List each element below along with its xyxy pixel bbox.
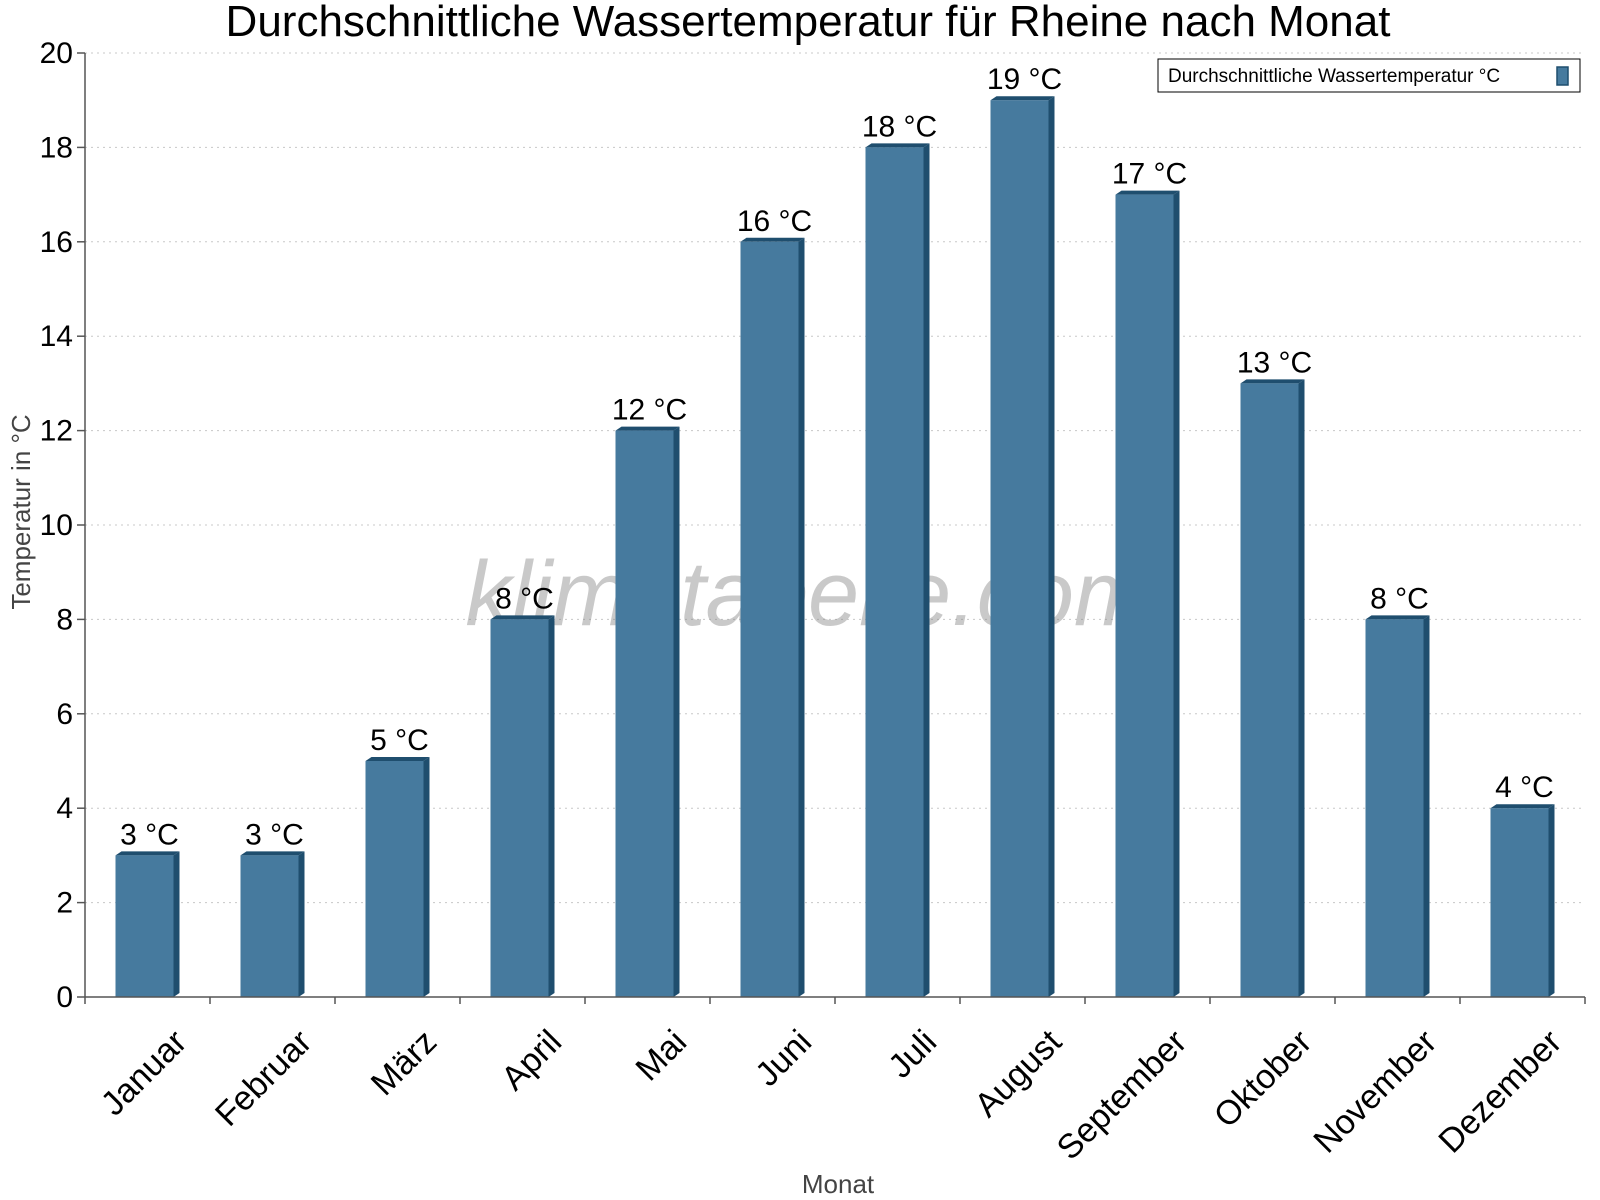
bar: [990, 96, 1055, 997]
x-tick-label: Juni: [748, 1023, 819, 1094]
data-label: 8 °C: [495, 582, 554, 615]
y-tick-label: 8: [56, 603, 73, 636]
x-tick-label: Mai: [629, 1023, 695, 1089]
x-tick-label: November: [1306, 1023, 1444, 1161]
bar-front: [1115, 194, 1174, 998]
data-label: 12 °C: [612, 394, 687, 427]
bar-top: [1365, 615, 1430, 620]
bar-top: [1240, 379, 1305, 384]
y-tick-label: 16: [40, 226, 73, 259]
bar-top: [240, 851, 305, 856]
y-tick-labels: 0 2 4 6 8 10 12 14 16 18 20: [40, 37, 73, 1014]
bar-front: [115, 855, 174, 997]
y-tick-label: 2: [56, 887, 73, 920]
bar-front: [1365, 619, 1424, 997]
bar-top: [990, 96, 1055, 101]
x-tick-label: Februar: [208, 1023, 319, 1134]
x-tick-label: September: [1050, 1023, 1194, 1167]
bar-top: [1115, 190, 1180, 195]
y-tick-label: 14: [40, 320, 73, 353]
y-tick-label: 20: [40, 37, 73, 70]
bar-front: [990, 100, 1049, 997]
bar: [865, 143, 930, 997]
bar-side: [798, 237, 805, 998]
chart-title: Durchschnittliche Wassertemperatur für R…: [226, 0, 1391, 46]
y-tick-label: 18: [40, 131, 73, 164]
legend: Durchschnittliche Wassertemperatur °C: [1157, 58, 1581, 93]
bar: [490, 615, 555, 997]
bar-side: [1423, 615, 1430, 997]
bar-front: [240, 855, 299, 997]
legend-swatch: [1556, 66, 1569, 86]
bar: [115, 851, 180, 997]
bar-front: [1490, 808, 1549, 997]
bars: [115, 96, 1555, 998]
bar-side: [423, 757, 430, 997]
gridlines: [85, 52, 1585, 904]
data-label: 17 °C: [1112, 158, 1187, 191]
x-tick-label: Oktober: [1207, 1023, 1319, 1135]
y-tick-label: 6: [56, 698, 73, 731]
y-tick-label: 12: [40, 415, 73, 448]
data-label: 19 °C: [987, 63, 1062, 96]
bar: [1365, 615, 1430, 997]
legend-box: [1157, 58, 1581, 93]
bar: [740, 237, 805, 998]
legend-entry-label: Durchschnittliche Wassertemperatur °C: [1168, 66, 1500, 87]
bar: [615, 426, 680, 998]
data-label: 16 °C: [737, 205, 812, 238]
bar-side: [298, 851, 305, 997]
bar-side: [1298, 379, 1305, 997]
x-axis-title: Monat: [802, 1169, 875, 1199]
data-label: 3 °C: [120, 818, 179, 851]
data-label: 5 °C: [370, 724, 429, 757]
data-label: 18 °C: [862, 110, 937, 143]
bar-side: [1548, 804, 1555, 997]
bar-top: [365, 757, 430, 761]
x-tick-label: April: [494, 1023, 569, 1098]
x-tick-label: Januar: [94, 1023, 194, 1123]
x-tick-label: Dezember: [1431, 1023, 1569, 1161]
axes: [77, 52, 1586, 1004]
bar-top: [490, 615, 555, 620]
bar-front: [365, 761, 424, 997]
bar-front: [865, 147, 924, 997]
bar-front: [740, 241, 799, 998]
bar: [365, 757, 430, 997]
bar: [1490, 804, 1555, 997]
data-label: 13 °C: [1237, 346, 1312, 379]
y-tick-label: 4: [56, 792, 73, 825]
data-label: 3 °C: [245, 818, 304, 851]
bar: [1115, 190, 1180, 998]
bar-side: [173, 851, 180, 997]
bar-side: [548, 615, 555, 997]
bar-front: [1240, 383, 1299, 997]
bar-top: [865, 143, 930, 148]
bar-top: [740, 237, 805, 242]
y-tick-label: 0: [56, 981, 73, 1014]
bar-side: [923, 143, 930, 997]
data-labels: 3 °C 3 °C 5 °C 8 °C 12 °C 16 °C 18 °C 19 °C 17 °…: [120, 63, 1554, 851]
x-tick-labels: Januar Februar März April Mai Juni Juli AugustS…: [94, 1022, 1569, 1167]
bar-front: [615, 430, 674, 998]
y-tick-label: 10: [40, 509, 73, 542]
x-tick-label: März: [364, 1023, 444, 1103]
bar-side: [1173, 190, 1180, 998]
bar-top: [615, 426, 680, 431]
bar: [240, 851, 305, 997]
y-axis-title: Temperatur in °C: [6, 414, 36, 609]
bar-side: [673, 426, 680, 998]
bar-top: [1490, 804, 1555, 809]
data-label: 4 °C: [1495, 771, 1554, 804]
data-label: 8 °C: [1370, 582, 1429, 615]
bar-front: [490, 619, 549, 997]
bar: [1240, 379, 1305, 997]
bar-side: [1048, 96, 1055, 997]
x-tick-label: Juli: [881, 1023, 944, 1086]
bar-top: [115, 851, 180, 856]
x-tick-label: August: [967, 1022, 1069, 1124]
